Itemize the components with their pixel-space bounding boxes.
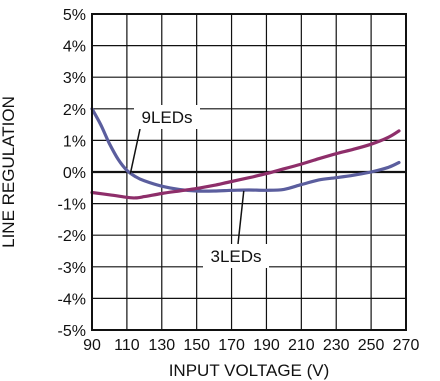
x-tick-labels: 90 110 130 150 170 190 210 230 250 270 [83, 337, 419, 354]
y-tick-label: -4% [58, 291, 86, 308]
y-tick-label: 1% [63, 133, 86, 150]
series-line-9leds [90, 107, 401, 193]
x-tick-label: 190 [253, 337, 280, 354]
y-tick-label: -3% [58, 260, 86, 277]
y-axis-title: LINE REGULATION [0, 96, 18, 248]
annotation-leader-0 [129, 128, 141, 174]
annotation-box-1 [203, 244, 269, 268]
y-tick-label: 2% [63, 102, 86, 119]
y-tick-label: 5% [63, 7, 86, 24]
y-tick-label: 0% [63, 165, 86, 182]
x-tick-label: 210 [288, 337, 315, 354]
x-tick-label: 270 [393, 337, 420, 354]
x-tick-label: 90 [83, 337, 101, 354]
y-tick-label: -1% [58, 197, 86, 214]
x-tick-label: 110 [114, 337, 140, 354]
y-tick-label: 4% [63, 39, 86, 56]
x-tick-label: 250 [358, 337, 385, 354]
annotation-label-3leds: 3LEDs [210, 247, 261, 266]
x-tick-label: 150 [183, 337, 210, 354]
y-tick-labels: 5% 4% 3% 2% 1% 0% -1% -2% -3% -4% -5% [58, 7, 86, 340]
x-tick-label: 170 [218, 337, 245, 354]
y-tick-label: -5% [58, 323, 86, 340]
x-axis-title: INPUT VOLTAGE (V) [169, 361, 330, 380]
x-tick-label: 230 [323, 337, 350, 354]
series-line-3leds [90, 129, 401, 200]
y-tick-label: -2% [58, 228, 86, 245]
x-tick-label: 130 [148, 337, 175, 354]
plot-frame [91, 13, 407, 331]
annotation-leader-1 [237, 190, 245, 245]
annotation-label-9leds: 9LEDs [141, 108, 192, 127]
annotation-layer: 9LEDs 3LEDs [129, 105, 269, 268]
y-tick-label: 3% [63, 70, 86, 87]
annotation-box-0 [134, 105, 200, 129]
series-layer [90, 107, 401, 200]
